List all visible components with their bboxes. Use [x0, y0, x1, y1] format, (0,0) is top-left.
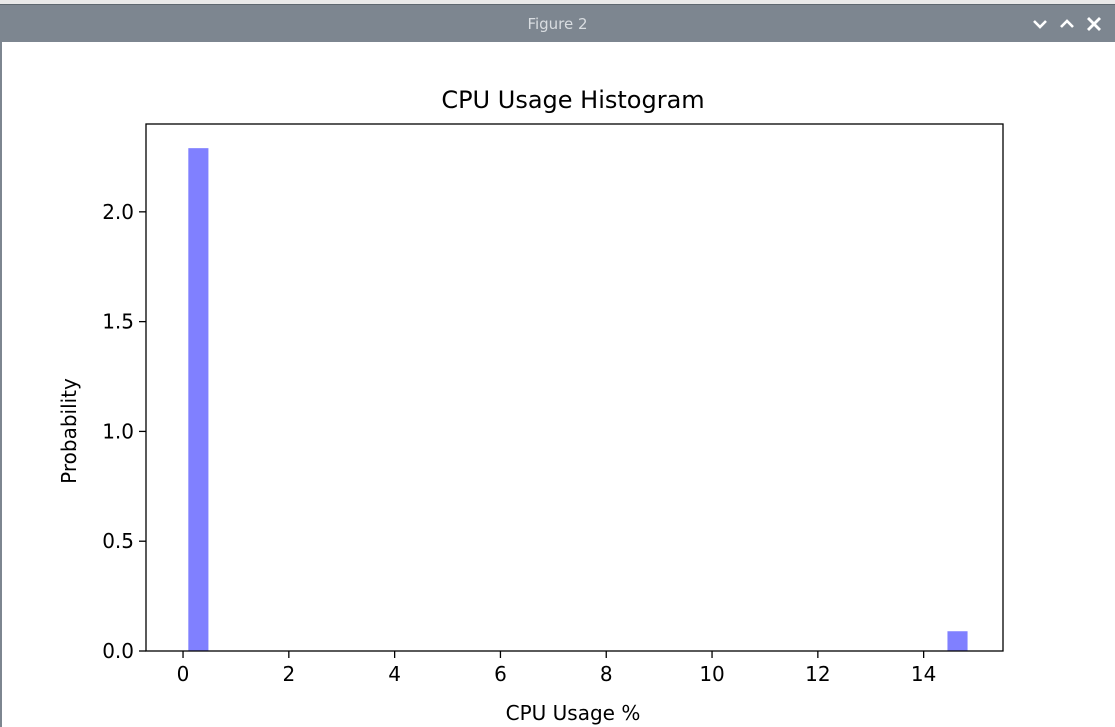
x-axis: 0 2 4 6 8 10 12 14	[177, 651, 936, 686]
figure-canvas: CPU Usage Histogram 0 2 4 6 8 10 12 14 0.0 0.5 1.…	[0, 42, 1115, 727]
x-tick-label: 6	[494, 662, 507, 686]
y-axis-label: Probability	[57, 378, 81, 484]
x-tick-label: 2	[282, 662, 295, 686]
y-tick-label: 2.0	[102, 200, 134, 224]
close-icon	[1087, 17, 1101, 31]
x-tick-label: 0	[177, 662, 190, 686]
window-frame-top	[0, 0, 1115, 4]
close-button[interactable]	[1083, 13, 1105, 35]
maximize-chevron-icon	[1060, 19, 1074, 28]
maximize-button[interactable]	[1056, 13, 1078, 35]
window-title: Figure 2	[527, 15, 588, 33]
y-tick-label: 1.0	[102, 419, 134, 443]
x-tick-label: 14	[911, 662, 936, 686]
histogram-bar-1	[947, 631, 968, 651]
y-tick-label: 1.5	[102, 310, 134, 334]
histogram-bar-0	[188, 148, 209, 651]
x-tick-label: 8	[600, 662, 613, 686]
histogram-chart: CPU Usage Histogram 0 2 4 6 8 10 12 14 0.0 0.5 1.…	[57, 86, 1004, 725]
x-tick-label: 4	[388, 662, 401, 686]
bars-layer	[188, 148, 968, 651]
axes-frame	[145, 123, 1004, 652]
chart-title: CPU Usage Histogram	[441, 86, 704, 114]
window-titlebar[interactable]: Figure 2	[0, 4, 1115, 43]
minimize-button[interactable]	[1029, 13, 1051, 35]
x-tick-label: 10	[699, 662, 724, 686]
x-axis-label: CPU Usage %	[506, 701, 641, 725]
x-tick-label: 12	[805, 662, 830, 686]
minimize-chevron-icon	[1033, 20, 1047, 29]
y-axis: 0.0 0.5 1.0 1.5 2.0	[102, 200, 146, 663]
y-tick-label: 0.0	[102, 639, 134, 663]
y-tick-label: 0.5	[102, 529, 134, 553]
